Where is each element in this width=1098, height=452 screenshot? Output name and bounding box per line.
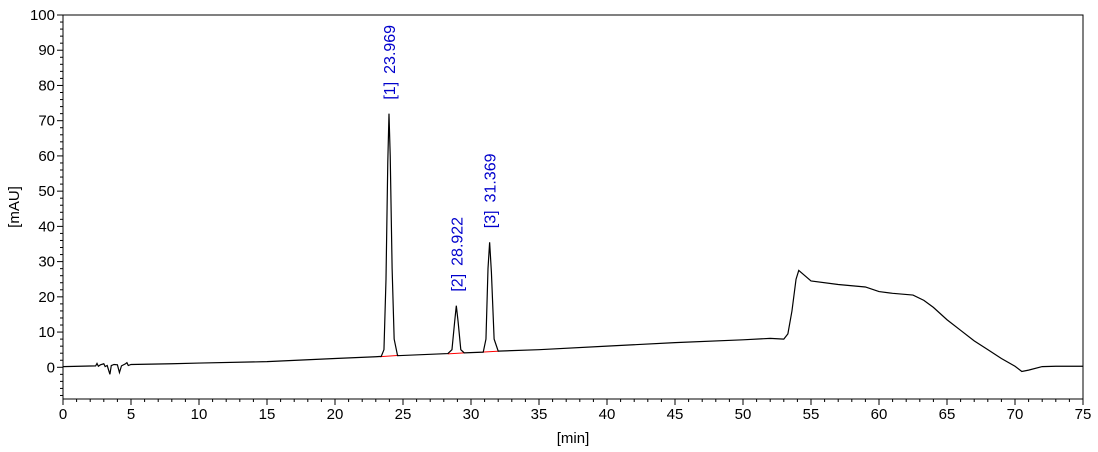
plot-frame: [62, 14, 1084, 400]
y-tick-label: 50: [38, 183, 55, 200]
peak-index: [1]: [382, 82, 399, 100]
y-tick-label: 20: [38, 289, 55, 306]
x-tick-label: 45: [667, 406, 684, 423]
baseline-segment: [447, 352, 465, 355]
chromatogram-trace: [62, 113, 1083, 375]
peak-index: [3]: [483, 210, 500, 228]
x-tick-label: 35: [531, 406, 548, 423]
x-tick-label: 65: [939, 406, 956, 423]
x-tick-label: 30: [463, 406, 480, 423]
x-tick-label: 55: [803, 406, 820, 423]
x-tick-label: 20: [327, 406, 344, 423]
x-tick-label: 15: [259, 406, 276, 423]
peak-label: [3] 31.369: [483, 153, 500, 228]
x-tick-label: 75: [1075, 406, 1092, 423]
peak-label: [1] 23.969: [382, 25, 399, 100]
y-tick-label: 100: [30, 7, 55, 24]
x-tick-label: 70: [1007, 406, 1024, 423]
y-tick-label: 0: [47, 359, 55, 376]
x-tick-label: 5: [127, 406, 135, 423]
baseline-segment: [481, 350, 500, 353]
x-tick-label: 50: [735, 406, 752, 423]
x-tick-label: 40: [599, 406, 616, 423]
x-tick-label: 10: [191, 406, 208, 423]
peak-retention-time: 23.969: [382, 25, 399, 74]
x-tick-label: 25: [395, 406, 412, 423]
x-tick-label: 60: [871, 406, 888, 423]
peak-label: [2] 28.922: [449, 217, 466, 292]
y-tick-label: 90: [38, 42, 55, 59]
y-tick-label: 70: [38, 113, 55, 130]
y-tick-label: 80: [38, 77, 55, 94]
x-axis-ticks: 0 5 10 15 20 25 30 35 40 45 50 55 60 65 70 75: [59, 399, 1092, 423]
y-axis-ticks: 0 10 20 30 40 50 60 70 80 90 100: [30, 7, 63, 396]
y-tick-label: 30: [38, 254, 55, 271]
peak-baselines: [379, 350, 500, 358]
baseline-segment: [379, 354, 399, 358]
x-axis-title: [min]: [557, 430, 590, 447]
y-tick-label: 40: [38, 218, 55, 235]
y-tick-label: 10: [38, 324, 55, 341]
peak-retention-time: 28.922: [449, 217, 466, 266]
y-axis-title: [mAU]: [6, 186, 23, 228]
peak-labels: [1] 23.969 [2] 28.922 [3] 31.369: [382, 25, 500, 292]
x-tick-label: 0: [59, 406, 67, 423]
peak-retention-time: 31.369: [483, 153, 500, 202]
y-tick-label: 60: [38, 148, 55, 165]
peak-index: [2]: [449, 274, 466, 292]
